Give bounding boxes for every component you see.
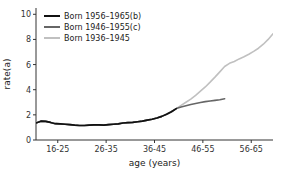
- legend-swatch: [44, 15, 60, 17]
- x-tick: [251, 140, 252, 143]
- x-tick: [106, 140, 107, 143]
- series-line: [36, 34, 273, 126]
- x-tick-label: 46-55: [191, 145, 214, 154]
- y-tick-label: 6: [26, 61, 31, 70]
- y-tick-label: 8: [26, 35, 31, 44]
- y-tick-label: 10: [21, 10, 31, 19]
- legend-label: Born 1936–1945: [64, 34, 130, 43]
- y-tick: [33, 14, 36, 15]
- legend-label: Born 1956–1965(b): [64, 12, 141, 21]
- y-axis-label: rate(a): [2, 59, 12, 90]
- chart: 0 2 4 6 8 10 16-25 26-35 36-45 46-55 56-65 age (yea…: [0, 0, 283, 170]
- y-tick: [33, 39, 36, 40]
- x-tick: [57, 140, 58, 143]
- y-tick: [33, 89, 36, 90]
- y-tick-label: 2: [26, 111, 31, 120]
- x-tick: [202, 140, 203, 143]
- legend-swatch: [44, 37, 60, 39]
- y-axis-line: [36, 8, 37, 140]
- series-line: [36, 109, 176, 126]
- legend-swatch: [44, 26, 60, 28]
- y-tick: [33, 114, 36, 115]
- x-tick-label: 26-35: [95, 145, 118, 154]
- x-tick-label: 36-45: [143, 145, 166, 154]
- legend: Born 1956–1965(b) Born 1946–1955(c) Born 1…: [44, 12, 141, 43]
- series-group: [36, 34, 273, 126]
- legend-label: Born 1946–1955(c): [64, 23, 141, 32]
- x-axis-label: age (years): [129, 158, 180, 168]
- x-tick: [154, 140, 155, 143]
- y-tick-label: 4: [26, 86, 31, 95]
- x-tick-label: 56-65: [240, 145, 263, 154]
- x-tick-label: 16-25: [46, 145, 69, 154]
- y-tick: [33, 140, 36, 141]
- y-tick-label: 0: [26, 136, 31, 145]
- series-line: [36, 99, 225, 126]
- y-tick: [33, 64, 36, 65]
